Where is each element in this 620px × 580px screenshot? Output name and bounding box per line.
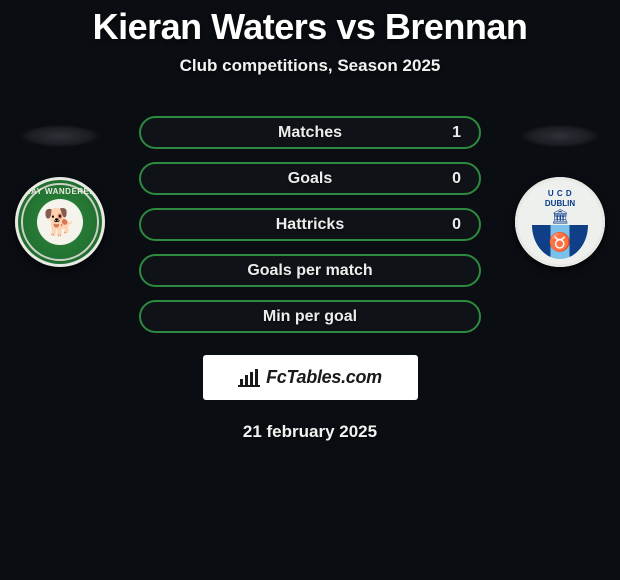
left-player-column: BRAY WANDERERS 🐕 (10, 125, 110, 267)
stat-row-matches: Matches 1 (139, 116, 481, 149)
dog-icon: 🐕 (44, 209, 76, 235)
stat-row-hattricks: Hattricks 0 (139, 208, 481, 241)
stat-label: Min per goal (263, 308, 357, 326)
date-text: 21 february 2025 (0, 422, 620, 442)
brand-text: FcTables.com (266, 367, 382, 388)
stat-row-goals-per-match: Goals per match (139, 254, 481, 287)
stat-value-right: 0 (452, 170, 461, 188)
page-title: Kieran Waters vs Brennan (0, 6, 620, 48)
right-crest-shield: ♉ (532, 225, 588, 259)
comparison-infographic: Kieran Waters vs Brennan Club competitio… (0, 0, 620, 442)
subtitle: Club competitions, Season 2025 (0, 56, 620, 76)
right-crest-sub-text: DUBLIN (545, 199, 575, 208)
left-club-crest: BRAY WANDERERS 🐕 (15, 177, 105, 267)
stat-label: Matches (278, 124, 342, 142)
stat-row-min-per-goal: Min per goal (139, 300, 481, 333)
stat-label: Goals (288, 170, 332, 188)
castle-icon: 🏛 (551, 209, 569, 223)
stat-value-right: 0 (452, 216, 461, 234)
player-silhouette-placeholder (521, 125, 599, 147)
stat-row-goals: Goals 0 (139, 162, 481, 195)
stat-label: Goals per match (247, 262, 372, 280)
right-club-crest: U C D DUBLIN 🏛 ♉ (515, 177, 605, 267)
left-crest-ring-text: BRAY WANDERERS (15, 187, 105, 196)
right-player-column: U C D DUBLIN 🏛 ♉ (510, 125, 610, 267)
bar-chart-icon (238, 369, 260, 387)
harp-icon: ♉ (549, 233, 571, 251)
stats-list: Matches 1 Goals 0 Hattricks 0 Goals per … (139, 116, 481, 333)
brand-badge: FcTables.com (203, 355, 418, 400)
left-crest-inner: 🐕 (37, 199, 83, 245)
player-silhouette-placeholder (21, 125, 99, 147)
stat-label: Hattricks (276, 216, 344, 234)
stat-value-right: 1 (452, 124, 461, 142)
right-crest-top-text: U C D (548, 189, 572, 198)
